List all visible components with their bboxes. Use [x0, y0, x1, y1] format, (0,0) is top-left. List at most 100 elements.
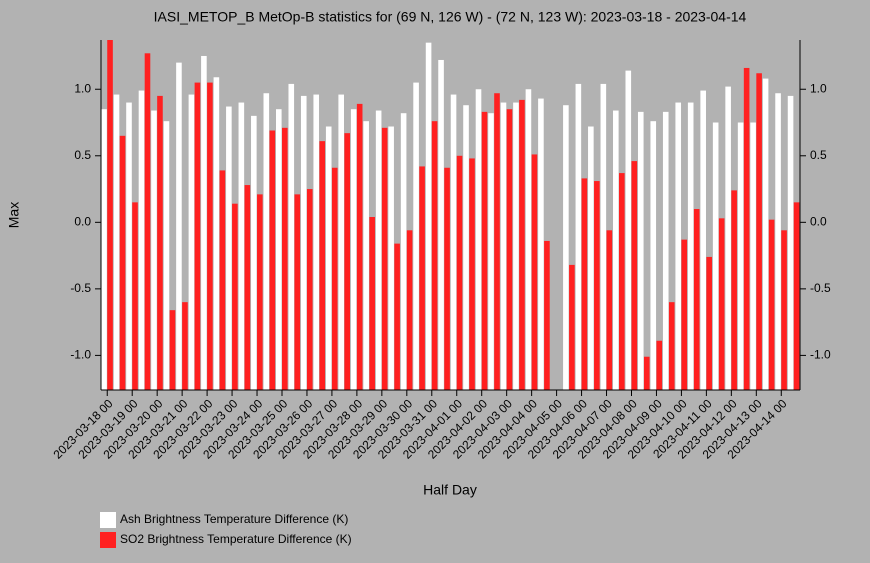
bar — [718, 218, 725, 390]
bar — [600, 83, 607, 390]
bar — [494, 93, 500, 391]
bar — [263, 93, 270, 391]
bar — [425, 42, 432, 391]
bar — [350, 109, 357, 390]
bar — [107, 40, 113, 390]
bar — [126, 102, 132, 390]
y-tick-label: 0.5 — [74, 148, 91, 162]
y-tick-label: -0.5 — [810, 281, 831, 295]
bar — [300, 95, 307, 390]
bar — [625, 70, 632, 390]
bar — [662, 111, 669, 390]
bar — [506, 109, 513, 390]
bar — [762, 78, 769, 391]
bar — [226, 106, 232, 391]
bar — [182, 302, 188, 390]
bar — [631, 161, 638, 390]
bar — [725, 86, 731, 391]
y-tick-label: -1.0 — [70, 348, 91, 362]
bar — [151, 110, 157, 390]
bar — [681, 239, 688, 390]
bar — [531, 154, 538, 390]
bar — [138, 90, 145, 390]
legend-swatch — [100, 532, 116, 548]
bar — [176, 62, 182, 391]
bar — [594, 181, 600, 390]
bar — [413, 82, 419, 391]
bar — [275, 109, 282, 390]
y-tick-label: -1.0 — [810, 348, 831, 362]
bar — [238, 102, 245, 390]
bar — [444, 167, 450, 390]
y-axis-label: Max — [6, 202, 22, 228]
bar — [675, 102, 682, 390]
bar — [538, 98, 544, 391]
legend-label: Ash Brightness Temperature Difference (K… — [120, 512, 348, 526]
bar — [169, 310, 176, 390]
bar — [438, 59, 444, 391]
y-tick-label: 1.0 — [74, 81, 91, 95]
bar — [750, 122, 756, 390]
bar — [132, 202, 138, 390]
bar — [207, 82, 213, 391]
bar — [643, 356, 650, 390]
bar — [743, 67, 750, 390]
bar — [756, 73, 762, 390]
bar — [619, 173, 625, 390]
bar — [787, 95, 794, 390]
bar — [306, 189, 313, 390]
bar — [419, 166, 425, 390]
bar — [163, 121, 170, 390]
bar — [793, 202, 800, 390]
x-axis-label: Half Day — [423, 482, 477, 498]
bar — [406, 230, 413, 390]
bar — [513, 102, 519, 390]
bar — [388, 126, 394, 391]
bar — [251, 115, 257, 390]
bar — [731, 190, 737, 390]
bar — [525, 89, 532, 391]
bar — [313, 94, 320, 390]
bar — [700, 90, 706, 390]
bar — [213, 77, 220, 390]
bar — [768, 219, 775, 390]
bar — [569, 264, 575, 390]
y-tick-label: 1.0 — [810, 81, 827, 95]
bar — [369, 216, 375, 390]
bar — [575, 83, 582, 390]
legend-swatch — [100, 512, 116, 528]
bar — [257, 194, 263, 390]
bar — [637, 111, 644, 390]
y-tick-label: -0.5 — [70, 281, 91, 295]
bar — [288, 83, 295, 390]
bar — [481, 111, 488, 390]
bar — [500, 102, 507, 390]
bar — [194, 82, 201, 391]
bar — [281, 127, 288, 390]
bar — [456, 155, 463, 390]
bar — [737, 122, 744, 390]
bar — [668, 302, 675, 390]
chart-title: IASI_METOP_B MetOp-B statistics for (69 … — [154, 9, 747, 25]
bar — [488, 113, 494, 391]
bar — [463, 105, 469, 391]
bar — [400, 113, 407, 391]
bar — [244, 185, 251, 390]
bar — [294, 194, 301, 390]
bar — [431, 121, 438, 390]
bar — [706, 256, 712, 390]
bar — [394, 243, 400, 390]
bar — [613, 110, 619, 390]
bar — [319, 141, 326, 390]
bar — [269, 130, 276, 390]
y-tick-label: 0.0 — [74, 214, 91, 228]
bar — [363, 121, 369, 390]
bar — [144, 53, 151, 390]
bar — [775, 93, 781, 391]
bar — [475, 89, 482, 391]
bar — [606, 230, 613, 390]
bar — [563, 105, 569, 391]
bar — [375, 110, 382, 390]
bar — [101, 109, 107, 390]
